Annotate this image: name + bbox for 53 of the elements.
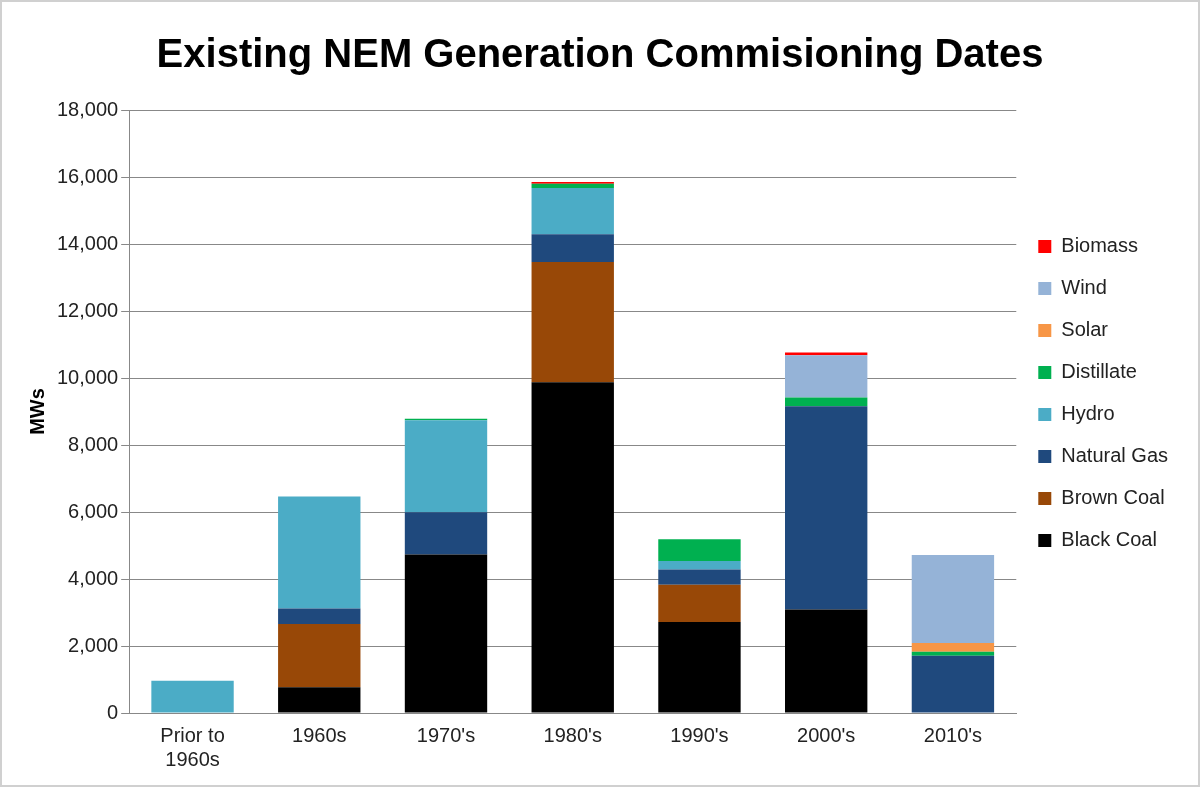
- bar: [404, 420, 488, 513]
- bar: [911, 642, 995, 652]
- bar: [785, 406, 868, 610]
- bar: [278, 687, 361, 713]
- y-tick-label: 8,000: [68, 432, 119, 455]
- bar: [404, 554, 488, 713]
- bar: [531, 183, 614, 189]
- bar: [151, 680, 234, 713]
- bar: [911, 655, 995, 713]
- legend-label: Black Coal: [1061, 528, 1157, 551]
- bar: [531, 262, 614, 383]
- bar: [785, 609, 868, 713]
- x-tick-label: 1970's: [416, 723, 476, 746]
- legend-label: Natural Gas: [1061, 444, 1169, 467]
- y-tick-label: 6,000: [68, 499, 119, 522]
- y-tick-label: 14,000: [57, 231, 119, 254]
- bar: [278, 496, 361, 609]
- bar: [404, 512, 488, 555]
- bar: [658, 560, 741, 570]
- y-tick-label: 0: [107, 700, 119, 723]
- y-tick-label: 4,000: [68, 566, 119, 589]
- bar: [911, 651, 995, 656]
- x-tick-label: 1960s: [292, 723, 347, 746]
- bar: [278, 623, 361, 688]
- x-tick-label: 1990's: [670, 723, 729, 746]
- bar: [531, 188, 614, 235]
- legend-label: Solar: [1061, 318, 1109, 341]
- y-tick-label: 12,000: [57, 298, 119, 321]
- bar: [658, 584, 741, 622]
- bar: [911, 554, 995, 643]
- y-tick-label: 2,000: [68, 633, 119, 656]
- bar: [278, 608, 361, 624]
- x-tick-label: 1980's: [543, 723, 602, 746]
- bar: [531, 382, 614, 713]
- y-tick-label: 16,000: [57, 164, 119, 187]
- y-tick-label: 10,000: [57, 365, 119, 388]
- legend-label: Brown Coal: [1061, 486, 1165, 509]
- bar: [785, 397, 868, 407]
- y-axis-title: MWs: [25, 388, 48, 435]
- chart-title: Existing NEM Generation Commisioning Dates: [156, 31, 1044, 76]
- x-tick-label: Prior to 1960s: [160, 723, 225, 770]
- bar: [658, 621, 741, 713]
- legend-label: Wind: [1061, 276, 1107, 299]
- legend-label: Hydro: [1061, 402, 1115, 425]
- bar: [658, 569, 741, 585]
- x-tick-label: 2010's: [923, 723, 983, 746]
- y-tick-label: 18,000: [57, 97, 119, 120]
- bar: [531, 234, 614, 263]
- x-tick-label: 2000's: [797, 723, 856, 746]
- legend-label: Biomass: [1061, 234, 1138, 257]
- legend-label: Distillate: [1061, 360, 1137, 383]
- bar: [785, 355, 868, 398]
- bar: [658, 539, 741, 561]
